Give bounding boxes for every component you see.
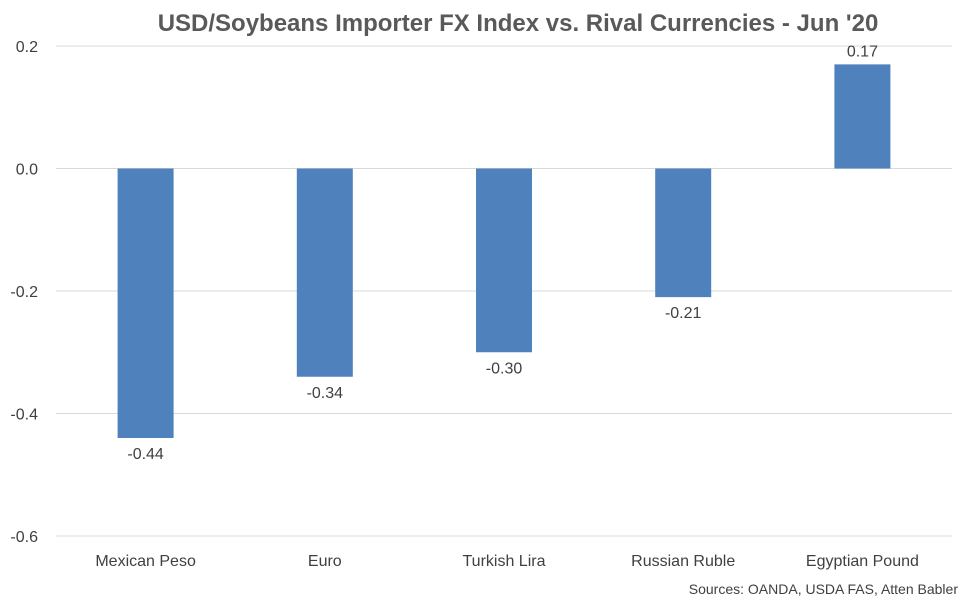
x-category-label: Euro <box>308 553 342 570</box>
bar <box>834 64 891 169</box>
y-tick-label: 0.0 <box>16 162 38 179</box>
bar <box>476 168 532 353</box>
data-labels: -0.44 -0.34 -0.30 -0.21 0.17 <box>127 43 878 463</box>
y-tick-label: -0.4 <box>10 407 38 424</box>
bar <box>117 168 174 438</box>
bars <box>117 64 891 438</box>
bar <box>296 168 353 377</box>
data-label: -0.44 <box>127 446 164 463</box>
data-label: -0.34 <box>307 385 344 402</box>
y-tick-label: 0.2 <box>16 39 38 56</box>
source-note: Sources: OANDA, USDA FAS, Atten Babler <box>689 581 959 597</box>
x-category-label: Mexican Peso <box>95 553 196 570</box>
data-label: 0.17 <box>847 43 878 60</box>
data-label: -0.30 <box>486 360 523 377</box>
x-axis-categories: Mexican Peso Euro Turkish Lira Russian Rubl… <box>95 553 919 570</box>
y-axis-ticks: 0.2 0.0 -0.2 -0.4 -0.6 <box>10 39 38 546</box>
x-category-label: Egyptian Pound <box>806 553 919 570</box>
x-category-label: Turkish Lira <box>463 553 546 570</box>
x-category-label: Russian Ruble <box>631 553 735 570</box>
bar <box>655 168 712 298</box>
data-label: -0.21 <box>665 305 702 322</box>
y-tick-label: -0.2 <box>10 284 38 301</box>
chart-title: USD/Soybeans Importer FX Index vs. Rival… <box>158 10 879 37</box>
y-tick-label: -0.6 <box>10 529 38 546</box>
